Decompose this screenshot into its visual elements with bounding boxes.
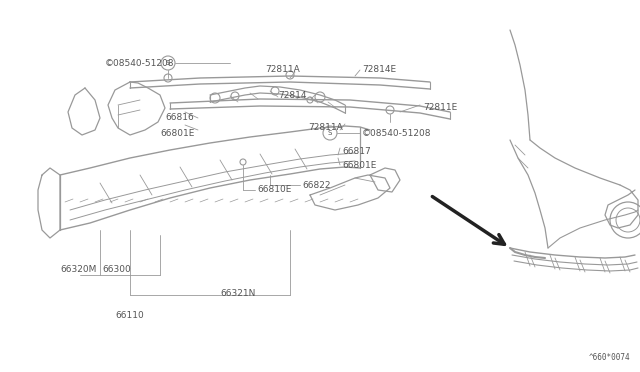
Text: 66822: 66822 [302,180,330,189]
Text: 66801E: 66801E [160,128,195,138]
Text: 66110: 66110 [116,311,145,320]
Text: S: S [328,130,332,136]
Text: ©08540-51208: ©08540-51208 [362,129,431,138]
Text: 72811A: 72811A [265,65,300,74]
Text: 66810E: 66810E [257,186,291,195]
Text: 66320M: 66320M [60,266,97,275]
Text: 72811E: 72811E [423,103,457,112]
Text: 66801E: 66801E [342,161,376,170]
Text: 72811A: 72811A [308,124,343,132]
Text: 72814: 72814 [278,92,307,100]
Text: S: S [166,60,170,66]
Text: ^660*0074: ^660*0074 [588,353,630,362]
Text: 66300: 66300 [102,266,131,275]
Text: ©08540-51208: ©08540-51208 [105,58,175,67]
Text: 66321N: 66321N [220,289,255,298]
Text: 72814E: 72814E [362,65,396,74]
Text: 66816: 66816 [165,113,194,122]
Text: 66817: 66817 [342,148,371,157]
